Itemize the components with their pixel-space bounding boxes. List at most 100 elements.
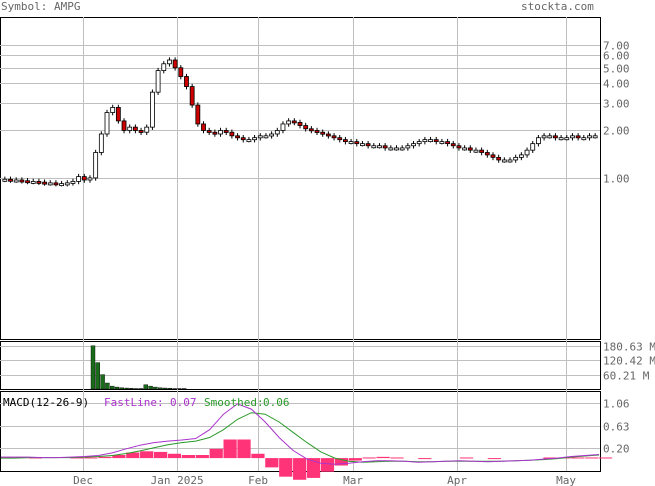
volume-bar [124, 387, 129, 390]
macd-tick-label-2: 0.20 [603, 443, 630, 456]
macd-tick-label-1: 0.63 [603, 421, 630, 434]
macd-histogram-bar [70, 457, 84, 459]
candle-body [547, 135, 553, 139]
volume-bar [119, 387, 125, 390]
x-tick-label-4: Apr [447, 474, 467, 486]
candle-body [87, 177, 93, 181]
price-tick-label-5: 2.00 [603, 125, 630, 138]
candle-body [280, 123, 286, 131]
candle-body [581, 137, 587, 141]
x-tick-label-1: Jan 2025 [151, 474, 204, 486]
price-tick-label-2: 5.00 [603, 63, 630, 76]
macd-histogram-bar [167, 453, 182, 459]
macd-histogram-bar [237, 439, 251, 459]
candle-body [348, 141, 354, 145]
volume-bar [90, 345, 96, 390]
candle-body [507, 159, 513, 163]
volume-bar [114, 386, 120, 390]
candle-body [178, 67, 184, 77]
candle-body [325, 133, 331, 137]
candle-body [320, 131, 326, 135]
candle-body [433, 139, 439, 143]
candle-body [42, 181, 47, 185]
candle-body [274, 130, 280, 135]
candle-body [195, 104, 201, 125]
volume-bar [148, 385, 153, 390]
volume-bar [129, 388, 134, 390]
candle-body [524, 149, 530, 156]
volume-tick-label-0: 180.63 M [603, 341, 655, 354]
candle-body [189, 86, 195, 106]
macd-histogram-bar [376, 456, 390, 459]
candle-body [19, 179, 25, 183]
candle-body [132, 126, 138, 131]
volume-bar [105, 382, 110, 390]
price-tick-label-4: 3.00 [603, 98, 630, 111]
candle-body [462, 147, 468, 151]
macd-histogram-bar [390, 457, 404, 459]
candle-body [13, 179, 19, 183]
candle-body [240, 137, 246, 141]
candle-body [59, 183, 64, 187]
candle-body [64, 182, 70, 186]
candle-body [291, 120, 297, 124]
candle-body [570, 135, 575, 139]
candle-body [218, 130, 223, 135]
candle-body [388, 147, 394, 151]
macd-histogram-bar [279, 458, 293, 477]
candle-body [229, 131, 235, 137]
macd-histogram-bar [126, 452, 140, 459]
macd-histogram-bar [320, 458, 335, 472]
candle-body [450, 143, 456, 147]
macd-histogram-bar [112, 455, 126, 459]
candle-body [428, 139, 433, 143]
candle-body [575, 135, 581, 139]
macd-histogram-bar [571, 457, 585, 459]
candle-body [70, 181, 76, 184]
candle-body [184, 76, 189, 87]
candle-body [36, 181, 42, 184]
candle-body [167, 59, 172, 65]
macd-histogram-bar [209, 448, 223, 459]
candle-body [30, 181, 36, 184]
symbol-label: Symbol: AMPG [1, 0, 81, 13]
volume-bar [143, 384, 149, 390]
candle-body [558, 137, 564, 141]
price-tick-label-3: 4.00 [603, 78, 630, 91]
candle-body [314, 130, 320, 133]
macd-histogram-bar [195, 455, 209, 459]
x-tick-label-2: Feb [248, 474, 268, 486]
candle-body [257, 135, 263, 139]
candle-body [592, 135, 598, 139]
candle-body [115, 107, 121, 122]
macd-histogram-bar [84, 457, 98, 459]
candle-body [25, 180, 30, 184]
candle-body [456, 145, 462, 149]
candle-body [127, 126, 133, 131]
candle-body [76, 176, 82, 182]
candle-body [93, 152, 99, 179]
candle-body [269, 133, 275, 137]
price-tick-label-6: 1.00 [603, 173, 630, 186]
volume-bar [109, 385, 115, 390]
price-tick-label-1: 6.00 [603, 50, 630, 63]
macd-histogram-bar [306, 458, 321, 478]
candle-body [150, 91, 155, 128]
candle-body [587, 135, 592, 139]
candle-body [2, 178, 8, 182]
candle-body [81, 176, 87, 181]
macd-smoothed-label: Smoothed: [204, 396, 264, 409]
candle-body [365, 143, 371, 147]
candle-body [377, 145, 382, 149]
x-tick-label-3: Mar [343, 474, 363, 486]
volume-bar [157, 387, 163, 390]
macd-histogram-bar [265, 458, 279, 468]
candle-body [138, 130, 144, 133]
candle-body [360, 143, 365, 147]
candle-body [172, 59, 178, 69]
macd-title: MACD(12-26-9) [3, 396, 90, 409]
candle-body [411, 143, 416, 147]
candle-body [501, 159, 507, 163]
candle-body [161, 63, 167, 71]
